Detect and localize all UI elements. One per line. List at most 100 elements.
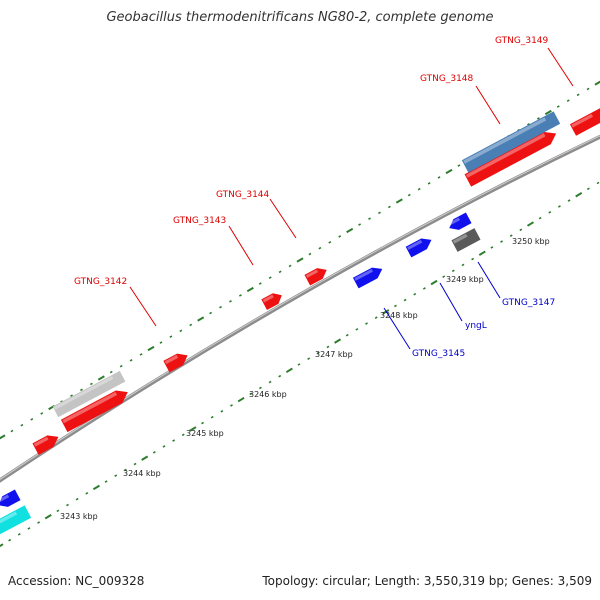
gene-body <box>52 370 126 418</box>
gene-darkgray-3147 <box>451 228 481 252</box>
minor-tick <box>471 257 475 261</box>
leader-line <box>269 198 297 239</box>
minor-tick <box>181 433 185 437</box>
minor-tick <box>417 187 421 191</box>
gene-body <box>569 108 600 136</box>
major-tick <box>197 316 205 322</box>
genome-backbone <box>0 134 600 483</box>
gene-body <box>32 435 59 455</box>
minor-tick <box>355 328 359 331</box>
gene-shine <box>447 217 461 226</box>
minor-tick <box>249 392 253 396</box>
accession-text: Accession: NC_009328 <box>8 574 145 588</box>
leader-line <box>477 261 501 299</box>
minor-tick <box>133 462 137 466</box>
gene-body <box>304 268 327 286</box>
kbp-label: 3245 kbp <box>186 429 224 438</box>
gene-red-3142 <box>60 390 128 433</box>
minor-tick <box>557 205 561 208</box>
gene-label: GTNG_3148 <box>420 74 474 84</box>
minor-tick <box>308 252 312 256</box>
major-tick <box>189 426 197 432</box>
minor-tick <box>307 357 311 360</box>
minor-tick <box>407 193 411 197</box>
leader-line <box>383 307 411 350</box>
major-tick <box>346 227 354 234</box>
minor-tick <box>209 311 213 315</box>
minor-tick <box>509 234 513 238</box>
minor-tick <box>318 246 322 250</box>
gene-shine <box>571 113 594 128</box>
minor-tick <box>297 363 301 366</box>
gene-body <box>464 131 557 187</box>
gene-body <box>261 293 282 310</box>
minor-tick <box>394 304 397 308</box>
minor-tick <box>258 386 262 390</box>
leader-line <box>547 47 574 87</box>
minor-tick <box>201 421 204 425</box>
minor-tick <box>56 509 60 513</box>
minor-tick <box>30 417 34 421</box>
gene-gray-3142 <box>52 370 126 418</box>
gene-body <box>461 111 561 173</box>
major-tick <box>285 367 293 374</box>
kbp-label: 3244 kbp <box>123 469 161 478</box>
minor-tick <box>403 298 407 302</box>
gene-body <box>0 489 21 507</box>
minor-tick <box>566 99 570 103</box>
gene-body <box>163 353 188 373</box>
minor-tick <box>461 263 465 267</box>
kbp-label: 3248 kbp <box>380 311 418 320</box>
minor-tick <box>10 429 14 433</box>
minor-tick <box>586 187 590 191</box>
minor-tick <box>20 423 24 427</box>
gene-label: GTNG_3147 <box>502 298 555 308</box>
minor-tick <box>345 333 349 337</box>
minor-tick <box>85 491 89 495</box>
minor-tick <box>437 176 441 179</box>
kbp-label: 3246 kbp <box>249 390 287 399</box>
gene-shine <box>305 269 319 278</box>
minor-tick <box>114 474 118 478</box>
minor-tick <box>238 294 242 297</box>
minor-tick <box>288 264 292 268</box>
gene-label: GTNG_3143 <box>173 216 226 226</box>
major-tick <box>296 257 304 263</box>
minor-tick <box>17 532 21 536</box>
minor-tick <box>278 374 282 378</box>
gene-shine <box>0 494 10 503</box>
minor-tick <box>519 228 523 232</box>
major-tick <box>575 192 583 198</box>
minor-tick <box>229 299 232 303</box>
minor-tick <box>104 480 108 483</box>
minor-tick <box>328 240 332 244</box>
major-tick <box>526 221 534 227</box>
gene-cyan-left <box>0 505 32 535</box>
gene-label: GTNG_3149 <box>495 36 549 46</box>
minor-tick <box>586 87 590 91</box>
major-tick <box>44 514 52 520</box>
minor-tick <box>527 122 530 126</box>
genome-backbone-highlight <box>0 135 600 480</box>
minor-tick <box>210 415 214 419</box>
major-tick <box>395 198 403 204</box>
gene-shine <box>452 233 468 244</box>
minor-tick <box>548 210 552 214</box>
gene-blue-yngL <box>405 238 432 258</box>
minor-tick <box>27 527 31 530</box>
topology-text: Topology: circular; Length: 3,550,319 bp… <box>262 574 592 588</box>
gene-body <box>451 228 481 252</box>
minor-tick <box>365 322 368 325</box>
minor-tick <box>596 181 600 185</box>
minor-tick <box>219 305 222 309</box>
gene-label: yngL <box>465 321 487 331</box>
minor-tick <box>75 497 79 501</box>
gene-blue-left <box>0 489 21 507</box>
minor-tick <box>66 503 69 507</box>
gene-label: GTNG_3145 <box>412 349 465 359</box>
major-tick <box>246 286 254 293</box>
kbp-label: 3247 kbp <box>315 350 353 359</box>
minor-tick <box>123 468 127 472</box>
gene-red-3144 <box>304 268 327 286</box>
